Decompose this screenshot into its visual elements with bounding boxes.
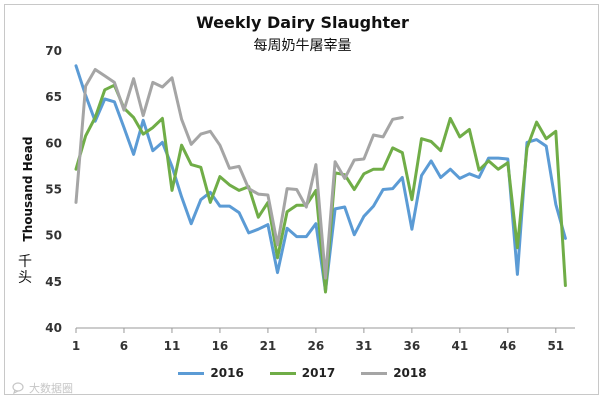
x-tick-label: 1 bbox=[72, 339, 80, 353]
x-tick-label: 26 bbox=[308, 339, 325, 353]
y-axis-label-text: Thousand Head bbox=[21, 136, 35, 242]
y-tick-label: 45 bbox=[45, 275, 62, 289]
y-tick-label: 55 bbox=[45, 183, 62, 197]
y-tick-label: 65 bbox=[45, 90, 62, 104]
watermark: 大数据圈 bbox=[12, 380, 73, 396]
watermark-text: 大数据圈 bbox=[29, 382, 73, 395]
chart-title: Weekly Dairy Slaughter bbox=[196, 13, 409, 32]
legend-item-2017: 2017 bbox=[269, 366, 336, 380]
y-tick-label: 60 bbox=[45, 136, 62, 150]
legend-item-2016: 2016 bbox=[178, 366, 244, 380]
series-line-2016 bbox=[74, 64, 567, 293]
x-tick-label: 36 bbox=[404, 339, 421, 353]
series-line-2018 bbox=[74, 68, 404, 280]
legend-label-2017: 2017 bbox=[301, 366, 336, 380]
legend: 2016 2017 2018 bbox=[0, 366, 605, 380]
chart-subtitle: 每周奶牛屠宰量 bbox=[253, 38, 352, 54]
x-tick-label: 6 bbox=[120, 339, 128, 353]
series-line-2017 bbox=[74, 83, 567, 294]
y-tick-label: 50 bbox=[45, 229, 62, 243]
y-axis-sublabel: 千头 bbox=[18, 254, 32, 286]
chat-bubble-icon bbox=[12, 382, 24, 394]
y-tick-label: 40 bbox=[45, 321, 62, 335]
y-tick-label: 70 bbox=[45, 44, 62, 58]
legend-label-2018: 2018 bbox=[393, 366, 427, 380]
legend-swatch-2018 bbox=[361, 371, 388, 375]
x-tick-label: 11 bbox=[164, 339, 181, 353]
legend-label-2016: 2016 bbox=[210, 366, 244, 380]
x-tick-label: 31 bbox=[356, 339, 373, 353]
legend-swatch-2016 bbox=[178, 371, 205, 375]
x-tick-label: 46 bbox=[499, 339, 516, 353]
x-tick-label: 16 bbox=[212, 339, 229, 353]
x-tick-label: 51 bbox=[547, 339, 564, 353]
x-tick-label: 41 bbox=[451, 339, 468, 353]
legend-swatch-2017 bbox=[269, 371, 296, 375]
x-tick-label: 21 bbox=[260, 339, 277, 353]
legend-item-2018: 2018 bbox=[361, 366, 427, 380]
